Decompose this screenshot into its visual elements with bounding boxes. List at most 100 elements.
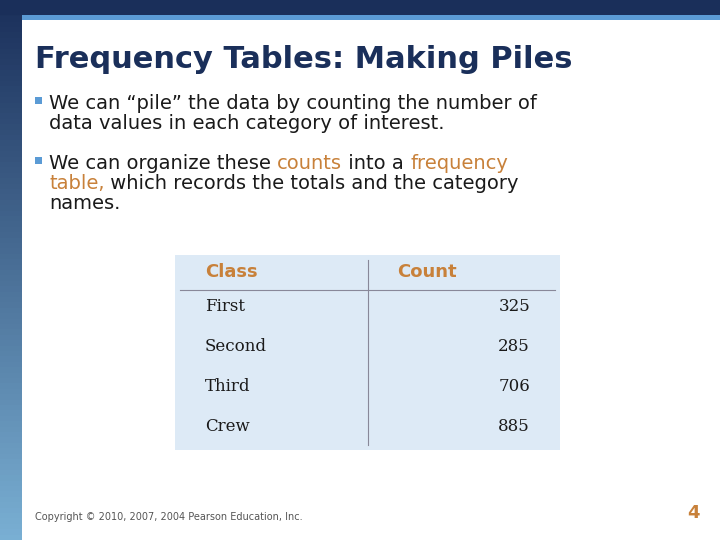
Bar: [0, 443, 22, 448]
Text: counts: counts: [277, 154, 342, 173]
Bar: [0, 362, 22, 367]
Bar: [0, 227, 22, 232]
Text: First: First: [205, 298, 245, 315]
Text: 325: 325: [498, 298, 530, 315]
Bar: [0, 200, 22, 205]
Bar: [0, 535, 22, 540]
Bar: [0, 103, 22, 108]
Bar: [0, 205, 22, 211]
Bar: [0, 81, 22, 86]
Bar: [0, 502, 22, 508]
Text: Crew: Crew: [205, 418, 250, 435]
Bar: [0, 346, 22, 351]
Bar: [0, 513, 22, 518]
Bar: [0, 313, 22, 319]
Bar: [0, 356, 22, 362]
Bar: [0, 481, 22, 486]
Bar: [0, 221, 22, 227]
Bar: [0, 59, 22, 65]
Bar: [175, 255, 560, 450]
Bar: [0, 97, 22, 103]
Bar: [0, 238, 22, 243]
Bar: [0, 459, 22, 464]
Text: into a: into a: [342, 154, 410, 173]
Bar: [0, 405, 22, 410]
Bar: [0, 113, 22, 119]
Bar: [0, 297, 22, 302]
Bar: [0, 173, 22, 178]
Bar: [0, 189, 22, 194]
Bar: [0, 248, 22, 254]
Bar: [0, 86, 22, 92]
Bar: [0, 308, 22, 313]
Text: frequency: frequency: [410, 154, 508, 173]
Bar: [0, 194, 22, 200]
Bar: [0, 448, 22, 454]
Text: which records the totals and the category: which records the totals and the categor…: [104, 174, 519, 193]
Text: Third: Third: [205, 378, 251, 395]
Bar: [0, 383, 22, 389]
Bar: [0, 270, 22, 275]
Bar: [0, 437, 22, 443]
Bar: [0, 286, 22, 292]
Bar: [0, 167, 22, 173]
Bar: [0, 146, 22, 151]
Bar: [0, 340, 22, 346]
Bar: [0, 76, 22, 81]
Bar: [0, 475, 22, 481]
Bar: [0, 108, 22, 113]
Bar: [0, 464, 22, 470]
Bar: [35, 97, 42, 104]
Text: 885: 885: [498, 418, 530, 435]
Bar: [0, 416, 22, 421]
Text: 4: 4: [688, 504, 700, 522]
Bar: [0, 427, 22, 432]
Bar: [0, 329, 22, 335]
Text: Second: Second: [205, 338, 267, 355]
Bar: [0, 302, 22, 308]
Text: Class: Class: [205, 263, 258, 281]
Bar: [0, 27, 22, 32]
Bar: [0, 324, 22, 329]
Bar: [0, 259, 22, 265]
Bar: [0, 65, 22, 70]
Bar: [0, 454, 22, 459]
Bar: [0, 92, 22, 97]
Bar: [0, 157, 22, 162]
Bar: [0, 184, 22, 189]
Bar: [0, 432, 22, 437]
Text: 285: 285: [498, 338, 530, 355]
Text: Copyright © 2010, 2007, 2004 Pearson Education, Inc.: Copyright © 2010, 2007, 2004 Pearson Edu…: [35, 512, 302, 522]
Bar: [0, 0, 22, 5]
Bar: [0, 281, 22, 286]
Text: names.: names.: [49, 194, 120, 213]
Bar: [22, 15, 720, 20]
Bar: [0, 130, 22, 135]
Bar: [0, 378, 22, 383]
Bar: [0, 22, 22, 27]
Bar: [0, 254, 22, 259]
Bar: [0, 470, 22, 475]
Bar: [0, 389, 22, 394]
Bar: [0, 508, 22, 513]
Text: data values in each category of interest.: data values in each category of interest…: [49, 114, 444, 133]
Bar: [0, 529, 22, 535]
Bar: [0, 394, 22, 400]
Bar: [35, 157, 42, 164]
Bar: [0, 232, 22, 238]
Bar: [0, 151, 22, 157]
Bar: [0, 335, 22, 340]
Bar: [0, 0, 720, 15]
Bar: [0, 11, 22, 16]
Bar: [0, 16, 22, 22]
Bar: [0, 216, 22, 221]
Bar: [0, 119, 22, 124]
Bar: [0, 54, 22, 59]
Bar: [0, 265, 22, 270]
Text: table,: table,: [49, 174, 104, 193]
Bar: [0, 70, 22, 76]
Bar: [0, 124, 22, 130]
Bar: [0, 243, 22, 248]
Text: We can “pile” the data by counting the number of: We can “pile” the data by counting the n…: [49, 94, 537, 113]
Bar: [0, 410, 22, 416]
